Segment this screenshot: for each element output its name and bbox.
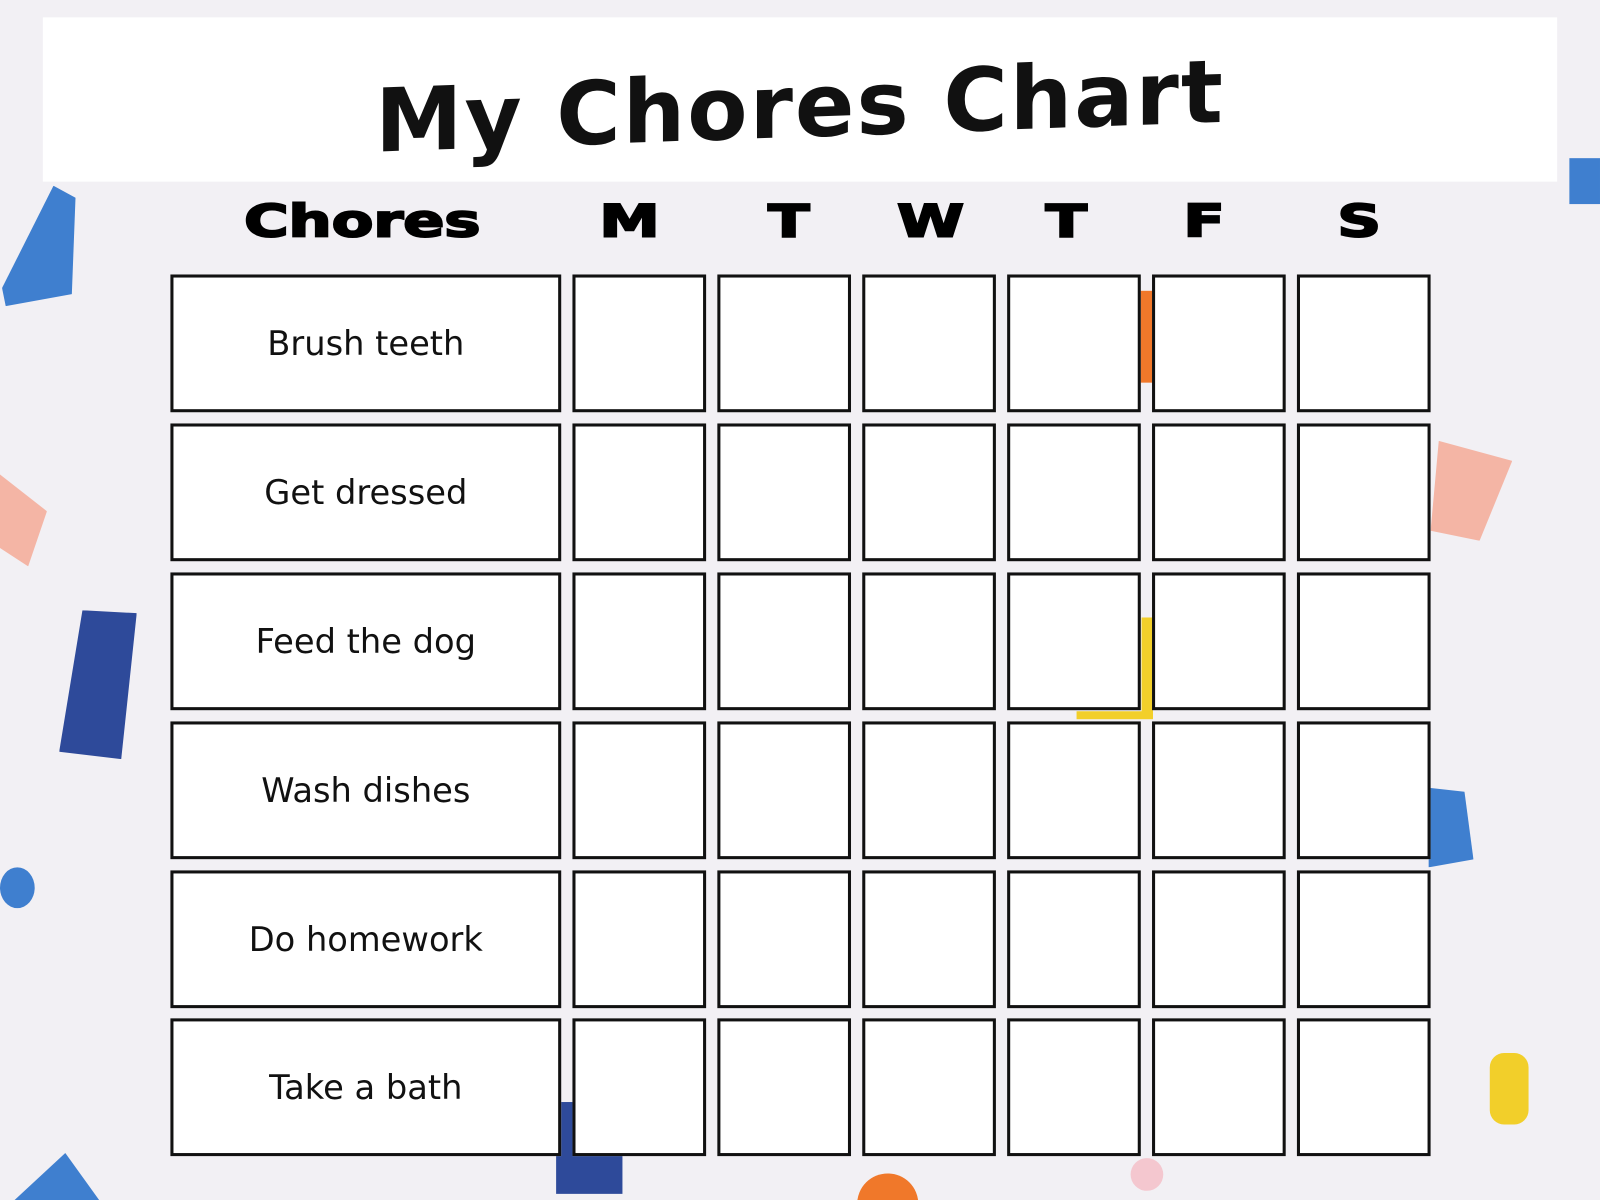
checkbox-cell[interactable] xyxy=(1296,423,1431,562)
checkbox-cell[interactable] xyxy=(572,1018,707,1157)
confetti-shape xyxy=(1569,158,1600,205)
page-title: My Chores Chart xyxy=(375,41,1225,173)
checkbox-cell[interactable] xyxy=(1152,1018,1286,1157)
checkbox-cell[interactable] xyxy=(862,423,996,562)
checkbox-cell[interactable] xyxy=(1296,572,1431,711)
chore-label-cell: Do homework xyxy=(170,870,562,1009)
column-header-wednesday: W xyxy=(896,195,966,249)
checkbox-cell[interactable] xyxy=(862,1018,996,1157)
checkbox-cell[interactable] xyxy=(572,572,707,711)
chore-label-cell: Brush teeth xyxy=(170,274,562,413)
confetti-shape xyxy=(857,1173,919,1200)
checkbox-cell[interactable] xyxy=(1152,721,1286,860)
confetti-shape xyxy=(1139,290,1155,383)
column-header-thursday: T xyxy=(1044,195,1088,249)
chore-label-cell: Take a bath xyxy=(170,1018,562,1157)
checkbox-cell[interactable] xyxy=(572,423,707,562)
checkbox-cell[interactable] xyxy=(717,274,852,413)
title-banner: My Chores Chart xyxy=(42,17,1558,182)
checkbox-cell[interactable] xyxy=(1296,870,1431,1009)
confetti-shape xyxy=(59,610,137,760)
column-header-friday: F xyxy=(1182,195,1226,249)
checkbox-cell[interactable] xyxy=(572,870,707,1009)
checkbox-cell[interactable] xyxy=(1152,423,1286,562)
column-header-chores: Chores xyxy=(243,195,482,249)
confetti-shape xyxy=(1489,1053,1529,1125)
confetti-shape xyxy=(10,1153,103,1200)
checkbox-cell[interactable] xyxy=(1007,274,1141,413)
checkbox-cell[interactable] xyxy=(717,721,852,860)
confetti-shape xyxy=(0,867,35,909)
confetti-shape xyxy=(1430,440,1513,541)
checkbox-cell[interactable] xyxy=(1152,274,1286,413)
checkbox-cell[interactable] xyxy=(1152,870,1286,1009)
confetti-shape xyxy=(1428,787,1474,868)
column-header-saturday: S xyxy=(1336,195,1382,249)
checkbox-cell[interactable] xyxy=(1007,1018,1141,1157)
checkbox-cell[interactable] xyxy=(862,274,996,413)
confetti-shape xyxy=(1130,1158,1164,1191)
confetti-shape xyxy=(2,185,76,307)
column-header-tuesday: T xyxy=(767,195,811,249)
chore-label-cell: Wash dishes xyxy=(170,721,562,860)
checkbox-cell[interactable] xyxy=(1296,1018,1431,1157)
column-header-monday: M xyxy=(598,195,661,249)
checkbox-cell[interactable] xyxy=(572,721,707,860)
checkbox-cell[interactable] xyxy=(862,572,996,711)
checkbox-cell[interactable] xyxy=(1007,572,1141,711)
checkbox-cell[interactable] xyxy=(1296,274,1431,413)
checkbox-cell[interactable] xyxy=(1152,572,1286,711)
checkbox-cell[interactable] xyxy=(1007,870,1141,1009)
checkbox-cell[interactable] xyxy=(862,870,996,1009)
checkbox-cell[interactable] xyxy=(717,870,852,1009)
chore-label-cell: Feed the dog xyxy=(170,572,562,711)
checkbox-cell[interactable] xyxy=(717,423,852,562)
confetti-shape xyxy=(0,474,47,567)
checkbox-cell[interactable] xyxy=(1007,423,1141,562)
checkbox-cell[interactable] xyxy=(1007,721,1141,860)
checkbox-cell[interactable] xyxy=(1296,721,1431,860)
checkbox-cell[interactable] xyxy=(717,572,852,711)
checkbox-cell[interactable] xyxy=(572,274,707,413)
checkbox-cell[interactable] xyxy=(862,721,996,860)
checkbox-cell[interactable] xyxy=(717,1018,852,1157)
chore-label-cell: Get dressed xyxy=(170,423,562,562)
